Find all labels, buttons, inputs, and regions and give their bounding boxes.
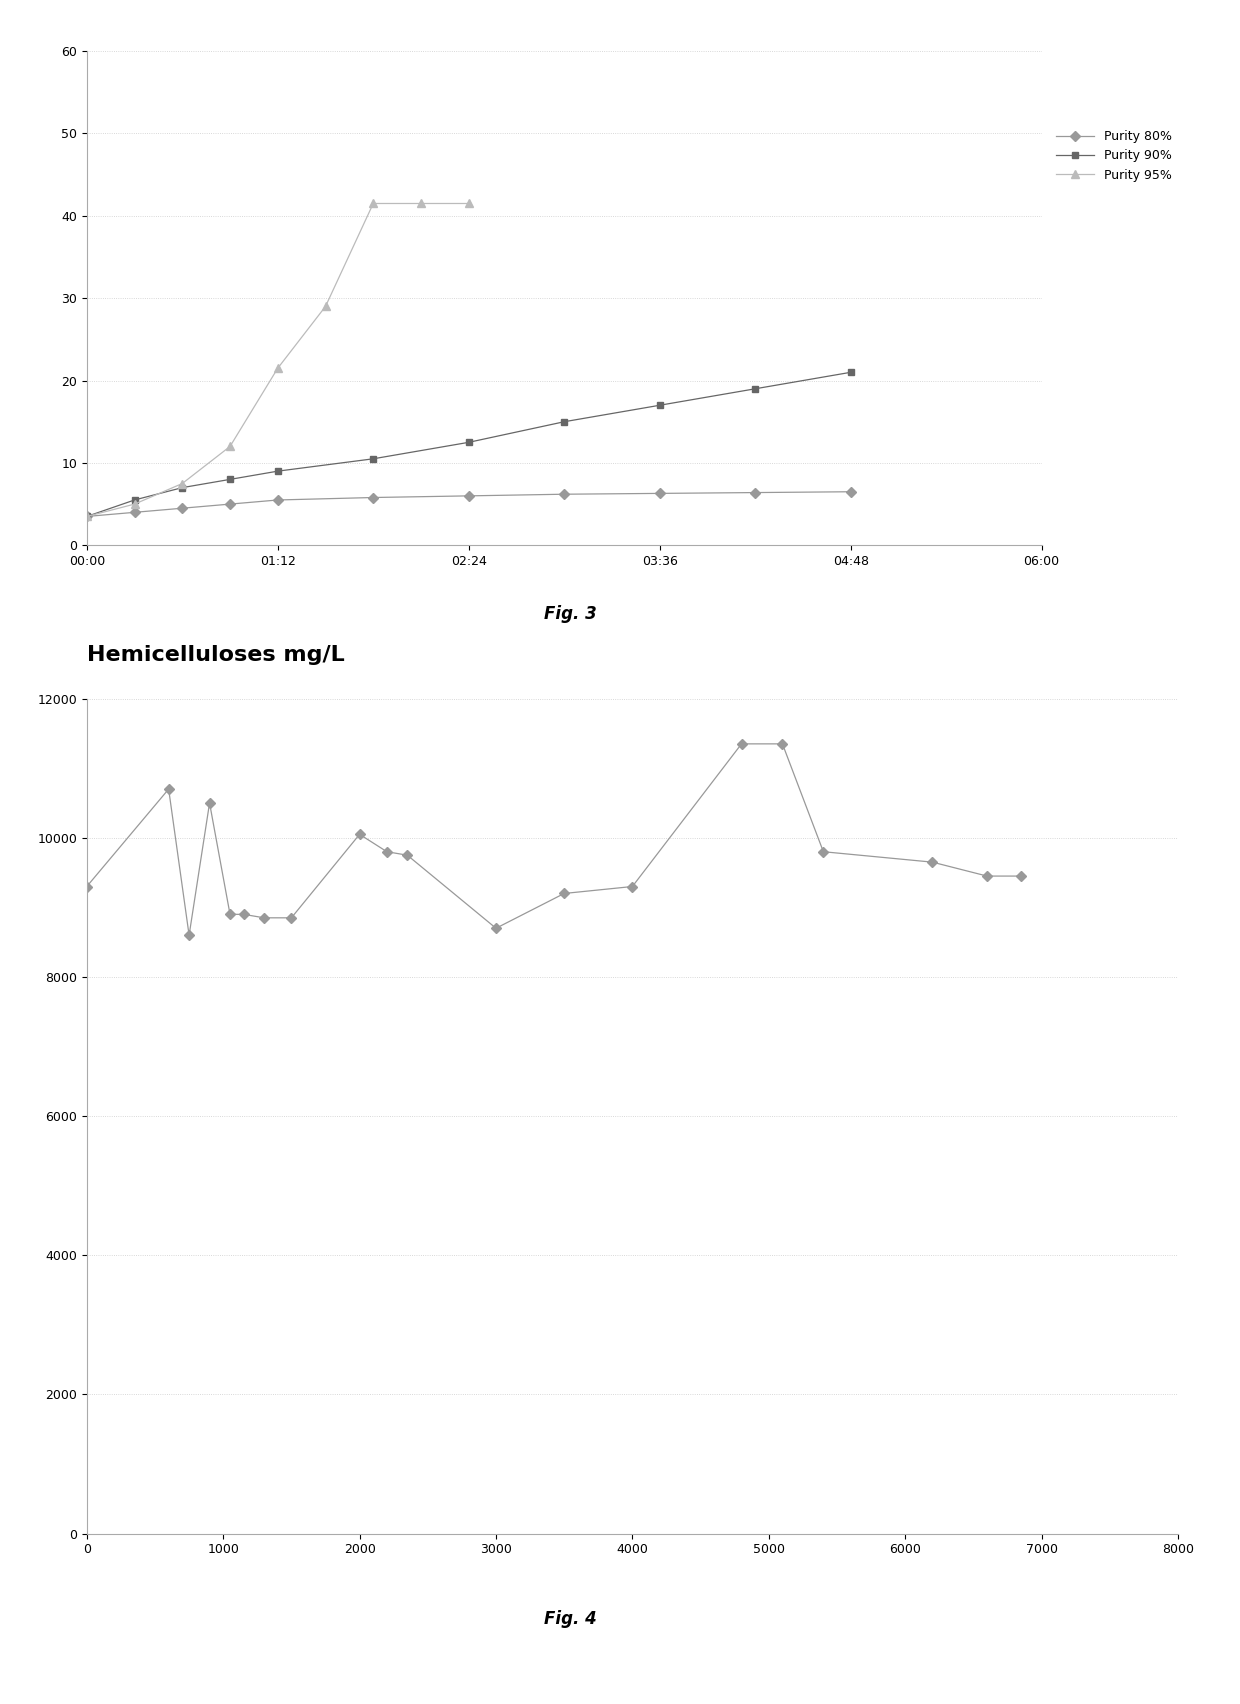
Purity 80% <box>652 484 667 504</box>
Purity 90% <box>223 469 238 489</box>
Purity 90% <box>128 489 143 509</box>
Purity 90% <box>270 460 285 481</box>
Purity 90% <box>843 363 858 383</box>
Purity 95% <box>461 193 476 213</box>
Purity 80% <box>79 506 94 527</box>
Purity 95% <box>366 193 381 213</box>
Purity 80% <box>175 498 190 518</box>
Purity 80% <box>461 486 476 506</box>
Purity 90% <box>557 411 572 431</box>
Purity 80% <box>843 482 858 503</box>
Line: Purity 80%: Purity 80% <box>83 489 854 520</box>
Purity 90% <box>79 506 94 527</box>
Text: Fig. 3: Fig. 3 <box>544 605 596 624</box>
Purity 90% <box>748 378 763 399</box>
Purity 80% <box>223 494 238 515</box>
Purity 95% <box>319 296 334 317</box>
Legend: Purity 80%, Purity 90%, Purity 95%: Purity 80%, Purity 90%, Purity 95% <box>1052 126 1177 187</box>
Purity 90% <box>175 477 190 498</box>
Text: Fig. 4: Fig. 4 <box>544 1610 596 1629</box>
Purity 90% <box>461 433 476 453</box>
Purity 80% <box>128 503 143 523</box>
Purity 95% <box>175 474 190 494</box>
Line: Purity 90%: Purity 90% <box>83 368 854 520</box>
Purity 80% <box>366 487 381 508</box>
Purity 95% <box>270 358 285 378</box>
Purity 95% <box>414 193 429 213</box>
Purity 95% <box>79 506 94 527</box>
Purity 80% <box>557 484 572 504</box>
Text: Hemicelluloses mg/L: Hemicelluloses mg/L <box>87 644 345 665</box>
Purity 90% <box>366 448 381 469</box>
Purity 90% <box>652 395 667 416</box>
Purity 95% <box>223 436 238 457</box>
Purity 80% <box>748 482 763 503</box>
Purity 95% <box>128 494 143 515</box>
Purity 80% <box>270 489 285 509</box>
Line: Purity 95%: Purity 95% <box>83 199 472 521</box>
